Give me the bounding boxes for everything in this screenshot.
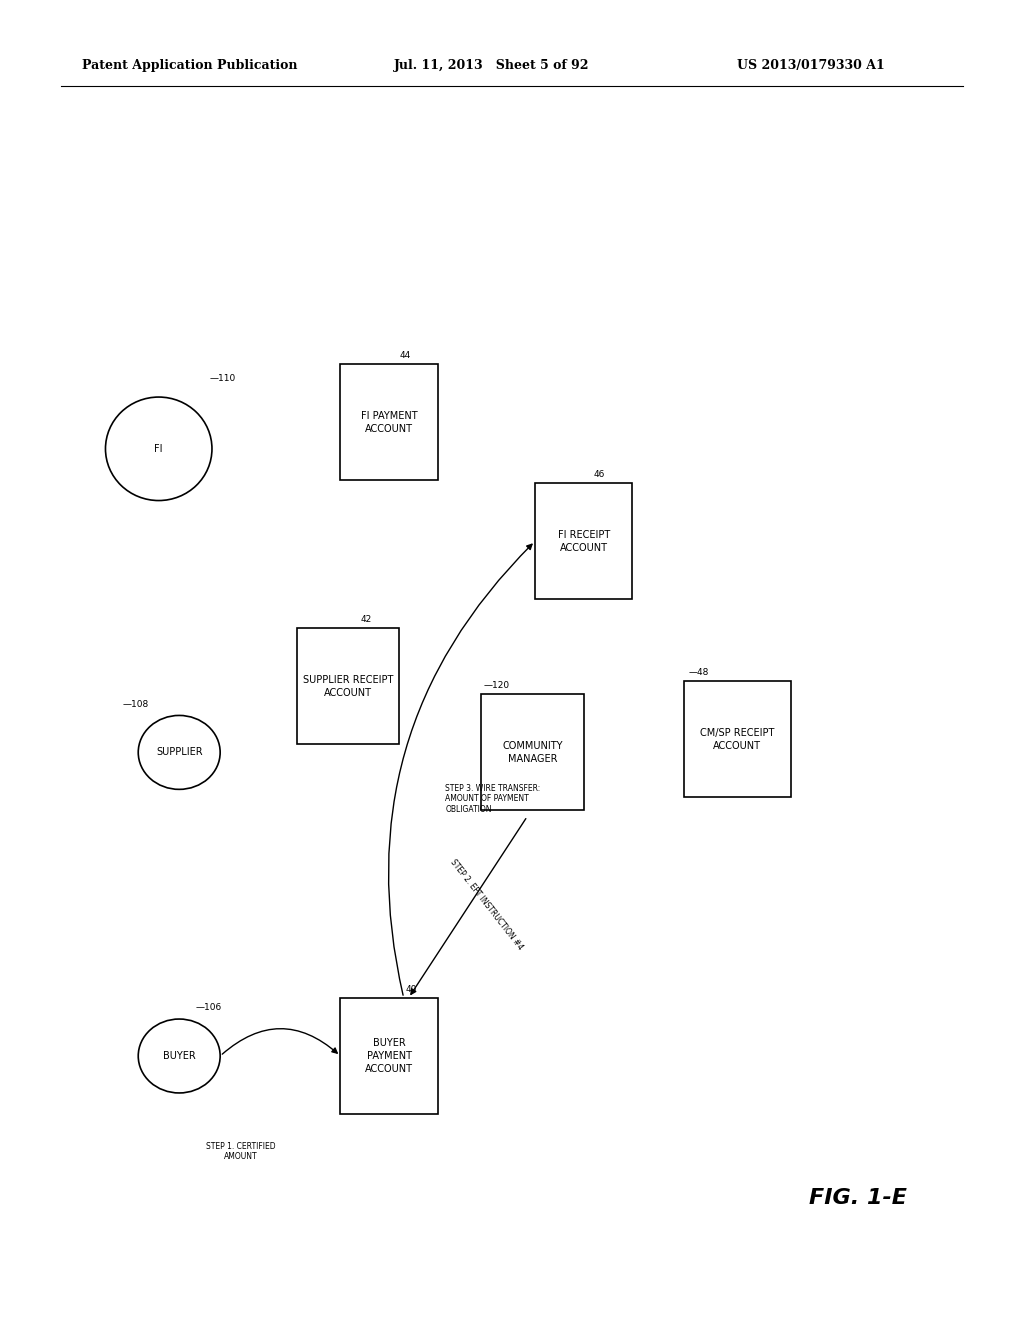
Text: COMMUNITY
MANAGER: COMMUNITY MANAGER: [502, 741, 563, 764]
Text: —120: —120: [483, 681, 510, 690]
Text: FI RECEIPT
ACCOUNT: FI RECEIPT ACCOUNT: [557, 529, 610, 553]
Bar: [340, 998, 438, 1114]
Bar: [535, 483, 632, 599]
Text: —48: —48: [688, 668, 709, 677]
Text: —110: —110: [210, 374, 237, 383]
Text: SUPPLIER: SUPPLIER: [156, 747, 203, 758]
FancyArrowPatch shape: [388, 544, 532, 995]
FancyArrowPatch shape: [222, 1028, 337, 1055]
Bar: [297, 628, 399, 744]
Text: —108: —108: [123, 700, 150, 709]
Bar: [684, 681, 791, 797]
Text: BUYER
PAYMENT
ACCOUNT: BUYER PAYMENT ACCOUNT: [366, 1038, 413, 1074]
Text: 40: 40: [406, 985, 417, 994]
Text: 44: 44: [399, 351, 411, 360]
Bar: [340, 364, 438, 480]
Text: BUYER: BUYER: [163, 1051, 196, 1061]
Text: SUPPLIER RECEIPT
ACCOUNT: SUPPLIER RECEIPT ACCOUNT: [303, 675, 393, 698]
Text: FI PAYMENT
ACCOUNT: FI PAYMENT ACCOUNT: [360, 411, 418, 434]
Bar: [481, 694, 584, 810]
Text: FI: FI: [155, 444, 163, 454]
Text: STEP 3. WIRE TRANSFER:
AMOUNT OF PAYMENT
OBLIGATION: STEP 3. WIRE TRANSFER: AMOUNT OF PAYMENT…: [445, 784, 541, 813]
Text: 46: 46: [594, 470, 605, 479]
Text: Patent Application Publication: Patent Application Publication: [82, 58, 297, 71]
Text: —106: —106: [196, 1003, 222, 1012]
Text: US 2013/0179330 A1: US 2013/0179330 A1: [737, 58, 885, 71]
Text: STEP 1. CERTIFIED
AMOUNT: STEP 1. CERTIFIED AMOUNT: [206, 1142, 275, 1162]
FancyArrowPatch shape: [411, 818, 526, 994]
Text: 42: 42: [360, 615, 372, 624]
Text: CM/SP RECEIPT
ACCOUNT: CM/SP RECEIPT ACCOUNT: [700, 727, 774, 751]
Text: STEP 2. EFT INSTRUCTION #4: STEP 2. EFT INSTRUCTION #4: [449, 857, 524, 952]
Text: FIG. 1-E: FIG. 1-E: [809, 1188, 907, 1208]
Text: Jul. 11, 2013   Sheet 5 of 92: Jul. 11, 2013 Sheet 5 of 92: [394, 58, 590, 71]
